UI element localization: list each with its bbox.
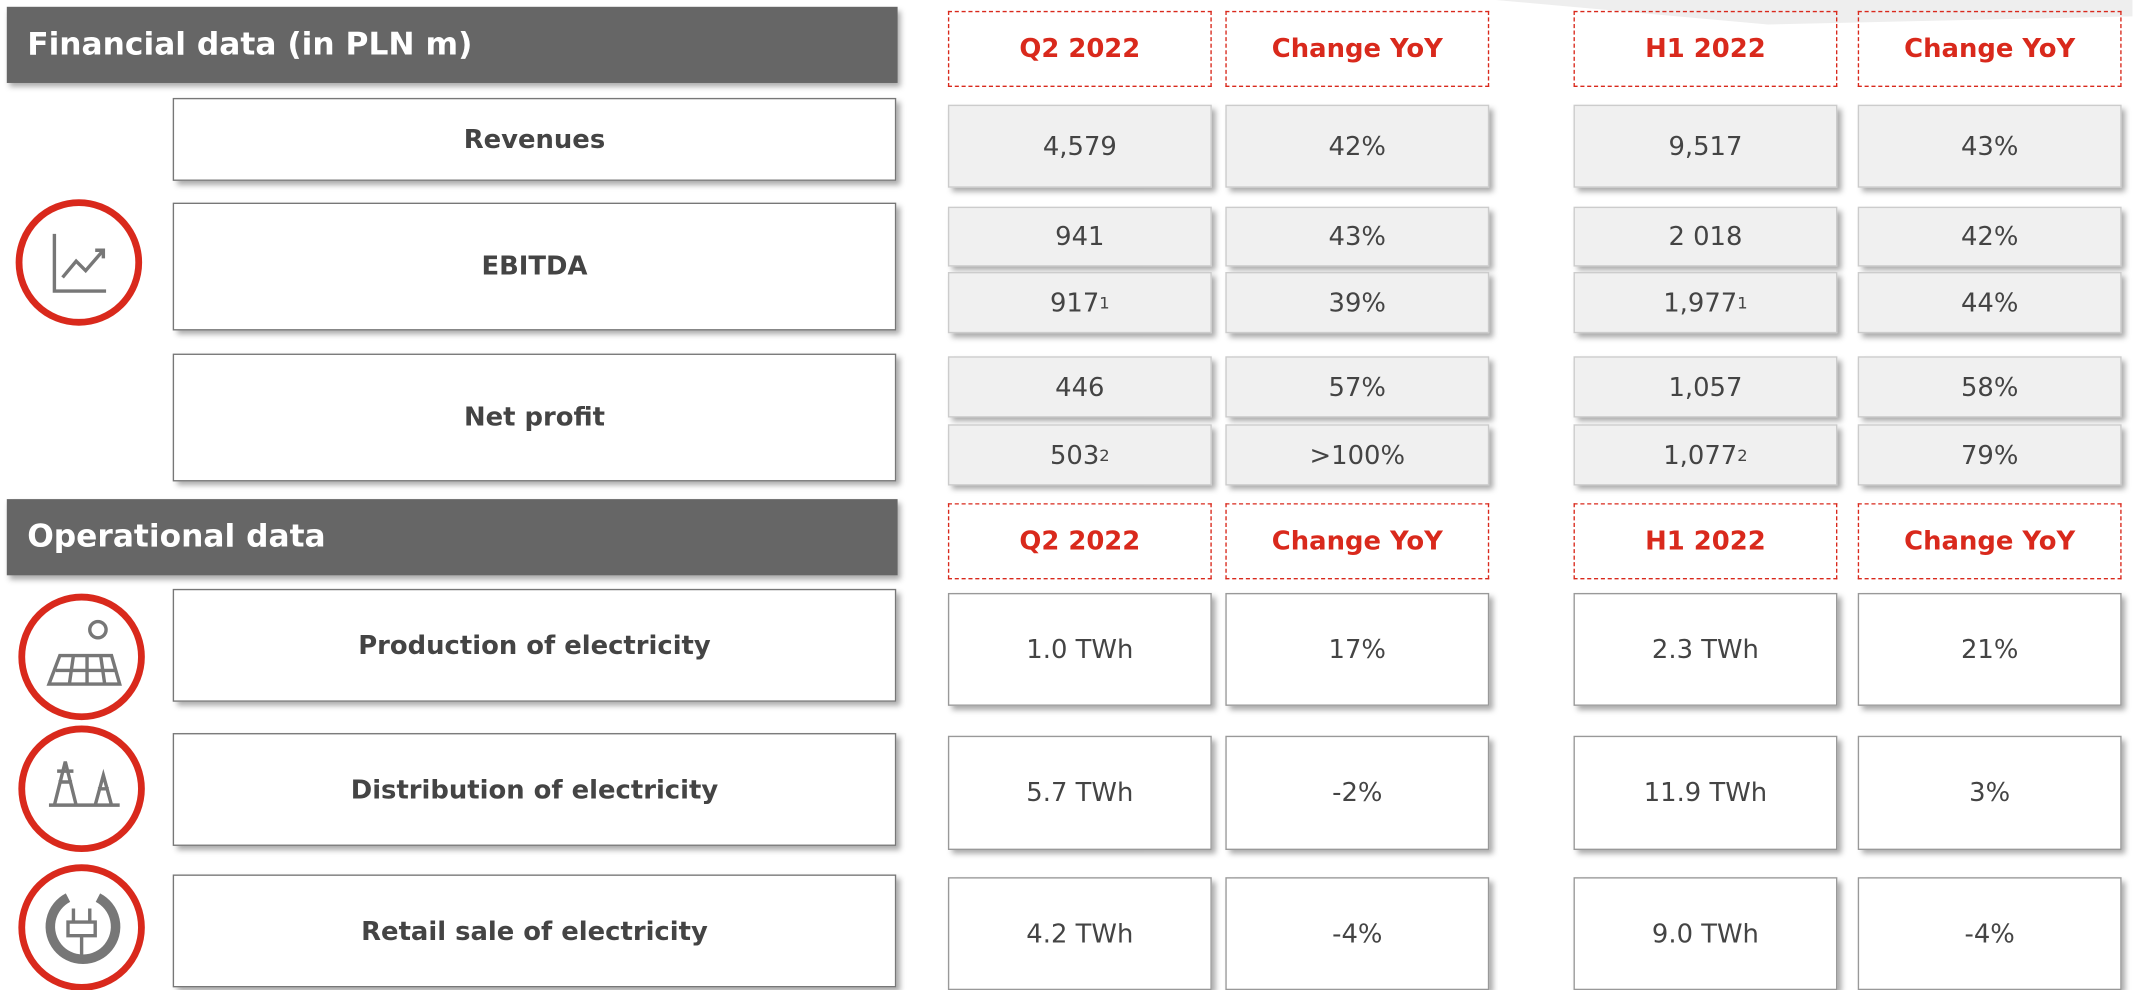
value-cell: 1,977 1 (1573, 272, 1838, 334)
value-cell: 2.3 TWh (1573, 592, 1838, 706)
value-cell: -4% (1857, 877, 2122, 990)
value-cell: 1,057 (1573, 356, 1838, 418)
value-cell: 43% (1857, 104, 2122, 188)
value-cell: 21% (1857, 592, 2122, 706)
value-cell: 11.9 TWh (1573, 735, 1838, 850)
column-header: Change YoY (1225, 10, 1490, 88)
value-cell: -4% (1225, 877, 1490, 990)
value-cell: 2 018 (1573, 206, 1838, 267)
column-header: Q2 2022 (947, 503, 1212, 580)
row-label: Retail sale of electricity (172, 874, 897, 988)
value-cell: 5.7 TWh (947, 735, 1212, 850)
value-cell: 79% (1857, 424, 2122, 486)
column-header: H1 2022 (1573, 503, 1838, 580)
value-cell: 9,517 (1573, 104, 1838, 188)
value-cell: -2% (1225, 735, 1490, 850)
value-text: 917 (1049, 287, 1100, 318)
value-cell: 446 (947, 356, 1212, 418)
value-text: 1,077 (1663, 439, 1738, 470)
value-text: 503 (1049, 439, 1100, 470)
icons (45, 233, 122, 964)
value-cell: 4.2 TWh (947, 877, 1212, 990)
column-header: H1 2022 (1573, 10, 1838, 88)
value-cell: 42% (1225, 104, 1490, 188)
value-cell: 43% (1225, 206, 1490, 267)
row-label: EBITDA (172, 202, 897, 331)
row-label: Distribution of electricity (172, 733, 897, 846)
value-cell: 3% (1857, 735, 2122, 850)
column-header: Change YoY (1857, 503, 2122, 580)
value-cell: 4,579 (947, 104, 1212, 188)
column-header: Change YoY (1225, 503, 1490, 580)
column-header: Q2 2022 (947, 10, 1212, 88)
icon-rings (15, 199, 145, 990)
row-label: Production of electricity (172, 588, 897, 702)
section-title: Operational data (6, 499, 898, 576)
value-cell: 44% (1857, 272, 2122, 334)
row-label: Net profit (172, 353, 897, 482)
row-label: Revenues (172, 97, 897, 181)
value-cell: 1,077 2 (1573, 424, 1838, 486)
value-cell: 917 1 (947, 272, 1212, 334)
value-cell: 1.0 TWh (947, 592, 1212, 706)
value-cell: 39% (1225, 272, 1490, 334)
value-cell: 58% (1857, 356, 2122, 418)
value-cell: 941 (947, 206, 1212, 267)
value-cell: >100% (1225, 424, 1490, 486)
column-header: Change YoY (1857, 10, 2122, 88)
value-cell: 57% (1225, 356, 1490, 418)
value-cell: 17% (1225, 592, 1490, 706)
section-title: Financial data (in PLN m) (6, 6, 898, 83)
value-text: 1,977 (1663, 287, 1738, 318)
value-cell: 9.0 TWh (1573, 877, 1838, 990)
value-cell: 42% (1857, 206, 2122, 267)
value-cell: 503 2 (947, 424, 1212, 486)
